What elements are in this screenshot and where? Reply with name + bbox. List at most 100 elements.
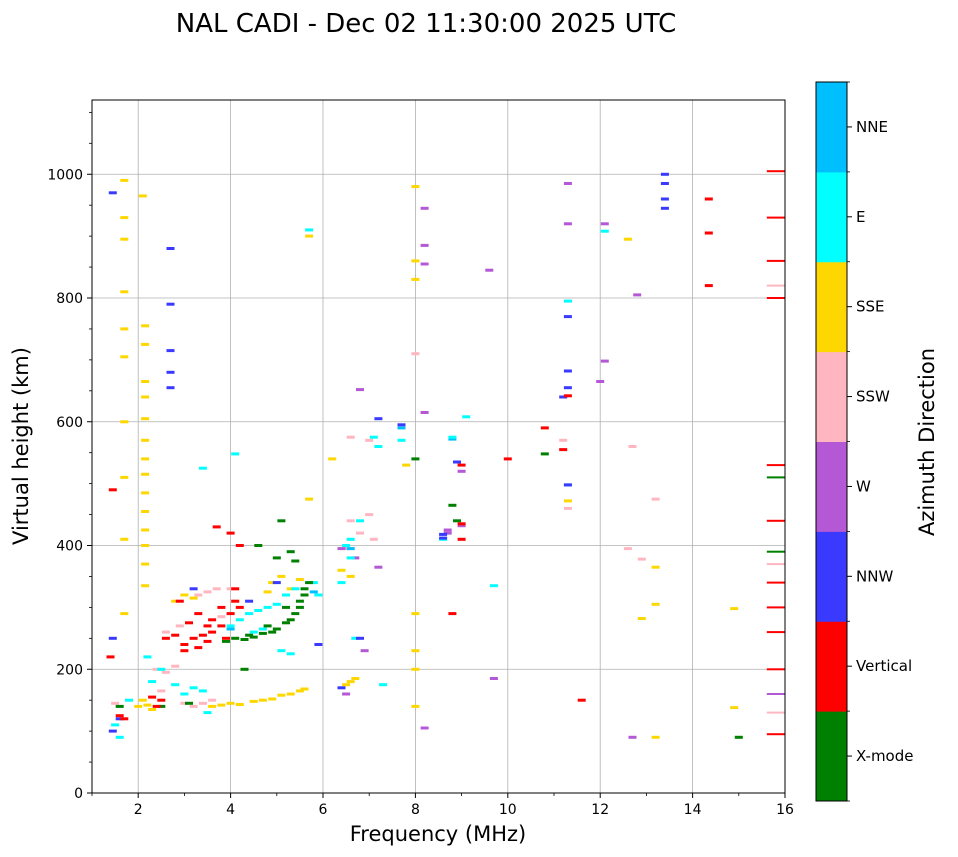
data-point-sse <box>623 237 632 241</box>
data-point-vertical <box>766 733 785 736</box>
data-point-ssw <box>559 438 568 442</box>
data-point-sse <box>651 565 660 569</box>
data-point-sse <box>651 602 660 606</box>
data-point-vertical <box>540 426 549 430</box>
data-point-sse <box>141 380 150 383</box>
colorbar-label-x-mode: X-mode <box>856 747 913 765</box>
data-point-x-mode <box>249 635 258 639</box>
data-point-x-mode <box>268 630 277 634</box>
data-point-vertical <box>203 624 212 628</box>
data-point-e <box>203 711 212 715</box>
data-point-sse <box>134 704 143 708</box>
data-point-vertical <box>457 463 466 467</box>
data-point-vertical <box>217 605 226 609</box>
data-point-sse <box>120 178 129 182</box>
data-point-sse <box>141 342 150 346</box>
data-point-e <box>314 593 323 597</box>
data-point-e <box>489 584 498 588</box>
data-point-ssw <box>356 531 364 535</box>
data-point-e <box>462 415 471 419</box>
data-point-e <box>309 581 318 585</box>
data-point-sse <box>286 587 295 591</box>
data-point-ssw <box>212 587 221 591</box>
data-point-e <box>342 544 351 547</box>
data-point-vertical <box>208 618 217 622</box>
data-point-w <box>420 262 429 266</box>
y-axis: 0 200 400 600 800 1000 <box>47 111 92 802</box>
data-point-x-mode <box>453 519 461 523</box>
chart-title: NAL CADI - Dec 02 11:30:00 2025 UTC <box>176 9 676 39</box>
data-point-sse <box>143 703 152 707</box>
data-point-nnw <box>166 302 175 306</box>
data-point-nnw <box>314 643 323 646</box>
data-point-sse <box>411 649 420 653</box>
data-point-x-mode <box>254 544 263 547</box>
data-point-vertical <box>208 630 217 634</box>
data-point-nne <box>346 547 355 551</box>
data-point-vertical <box>106 655 115 659</box>
data-point-nnw <box>272 581 281 585</box>
data-point-e <box>157 667 166 671</box>
data-point-sse <box>120 327 129 331</box>
data-point-ssw <box>766 711 785 714</box>
data-point-sse <box>180 593 189 597</box>
data-point-x-mode <box>295 605 304 609</box>
data-point-nnw <box>660 197 669 201</box>
data-point-w <box>596 380 605 383</box>
data-point-x-mode <box>282 621 290 625</box>
data-point-w <box>489 677 498 680</box>
data-point-sse <box>141 472 150 476</box>
data-point-ssw <box>369 537 378 541</box>
data-point-vertical <box>222 636 230 640</box>
data-point-sse <box>411 185 420 189</box>
colorbar-label-nne: NNE <box>856 118 888 136</box>
data-point-sse <box>141 438 150 442</box>
data-point-vertical <box>108 488 117 492</box>
data-point-vertical <box>175 599 184 603</box>
data-point-sse <box>141 417 150 421</box>
data-point-e <box>180 692 189 696</box>
x-tick-label: 6 <box>319 802 328 818</box>
x-tick-label: 2 <box>134 802 143 818</box>
colorbar-segment-ssw <box>816 351 847 442</box>
data-point-nnw <box>563 369 572 373</box>
data-point-ssw <box>175 624 184 628</box>
data-point-sse <box>141 562 150 566</box>
y-tick-label: 200 <box>56 662 83 678</box>
data-point-ssw <box>766 284 785 287</box>
data-point-x-mode <box>272 556 281 560</box>
data-point-x-mode <box>240 638 249 641</box>
data-point-sse <box>402 463 411 467</box>
x-tick-label: 14 <box>684 802 702 818</box>
data-point-sse <box>141 491 150 495</box>
data-point-e <box>346 537 355 541</box>
data-point-sse <box>141 324 150 328</box>
data-point-vertical <box>766 581 785 584</box>
colorbar-segment-e <box>816 171 847 263</box>
data-point-ssw <box>180 701 189 705</box>
data-point-e <box>448 435 457 439</box>
data-point-vertical <box>766 606 785 609</box>
data-point-vertical <box>152 704 161 708</box>
y-tick-label: 800 <box>56 291 83 307</box>
data-point-vertical <box>704 231 713 235</box>
data-point-nnw <box>563 315 572 319</box>
data-point-vertical <box>766 464 785 467</box>
data-point-vertical <box>235 605 244 609</box>
data-point-e <box>351 636 360 640</box>
data-point-vertical <box>180 649 189 653</box>
data-point-sse <box>171 599 180 603</box>
data-point-sse <box>263 590 272 594</box>
data-point-nnw <box>660 182 669 185</box>
data-marks <box>106 170 785 739</box>
data-point-vertical <box>217 624 226 628</box>
data-point-ssw <box>152 667 161 671</box>
data-point-sse <box>268 697 277 701</box>
data-point-e <box>198 689 207 693</box>
data-point-e <box>282 593 290 597</box>
data-point-x-mode <box>263 624 272 628</box>
data-point-ssw <box>161 670 170 674</box>
data-point-e <box>148 680 157 684</box>
data-point-vertical <box>226 531 235 535</box>
